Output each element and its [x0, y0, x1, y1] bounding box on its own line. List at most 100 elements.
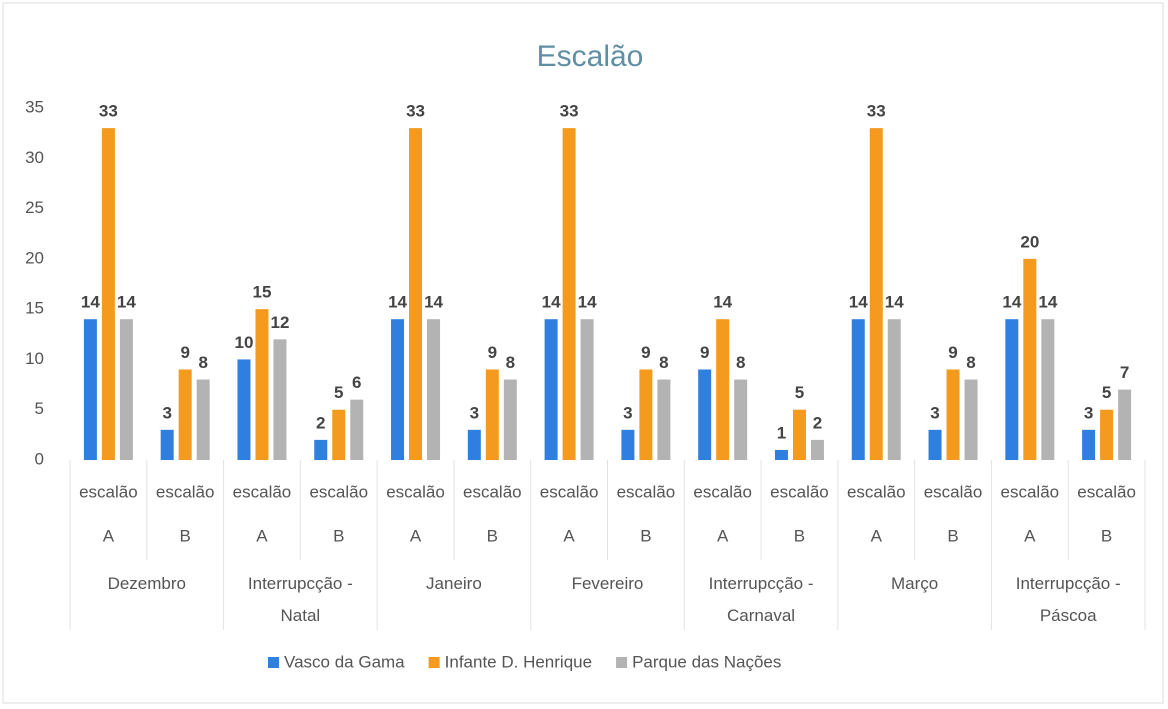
x-tick-label: A	[410, 526, 422, 545]
bar	[196, 379, 210, 460]
data-label: 10	[235, 333, 254, 352]
data-label: 20	[1020, 232, 1039, 251]
x-tick-label: B	[180, 526, 191, 545]
data-label: 9	[641, 343, 650, 362]
y-tick-label: 0	[35, 449, 44, 468]
bar	[503, 379, 517, 460]
data-label: 33	[99, 102, 118, 121]
data-label: 14	[424, 293, 443, 312]
bar	[350, 399, 364, 460]
legend-label: Parque das Nações	[632, 652, 781, 671]
x-tick-label: B	[487, 526, 498, 545]
bar	[1041, 319, 1055, 460]
x-tick-label: A	[256, 526, 268, 545]
x-tick-label: B	[794, 526, 805, 545]
x-tick-label: B	[947, 526, 958, 545]
data-label: 14	[1002, 293, 1021, 312]
data-label: 3	[623, 403, 632, 422]
x-tick-label: escalão	[463, 482, 522, 501]
data-label: 15	[253, 283, 272, 302]
data-label: 3	[162, 403, 171, 422]
bar	[160, 429, 174, 460]
bar	[273, 339, 287, 460]
bar	[887, 319, 901, 460]
x-tick-label: escalão	[1077, 482, 1136, 501]
x-tick-label: escalão	[770, 482, 829, 501]
bar	[467, 429, 481, 460]
x-tick-label: A	[871, 526, 883, 545]
bar	[698, 369, 712, 460]
data-label: 8	[659, 353, 668, 372]
group-label: Interrupcção - Natal	[247, 574, 353, 625]
data-label: 12	[271, 313, 290, 332]
group-label: Janeiro	[426, 574, 482, 593]
bar	[1082, 429, 1096, 460]
data-label: 33	[560, 102, 579, 121]
x-tick-label: escalão	[1001, 482, 1060, 501]
group-label: Dezembro	[107, 574, 186, 593]
bar	[657, 379, 671, 460]
y-tick-label: 30	[25, 148, 44, 167]
data-label: 9	[488, 343, 497, 362]
bar	[119, 319, 133, 460]
data-label: 14	[117, 293, 136, 312]
data-label: 9	[700, 343, 709, 362]
data-label: 14	[849, 293, 868, 312]
x-tick-label: escalão	[617, 482, 676, 501]
bar	[774, 449, 788, 460]
data-label: 14	[1038, 293, 1057, 312]
bar	[332, 409, 346, 460]
bar	[621, 429, 635, 460]
x-tick-label: A	[717, 526, 729, 545]
data-label: 3	[930, 403, 939, 422]
bar	[946, 369, 960, 460]
data-label: 33	[406, 102, 425, 121]
group-label: Interrupcção - Carnaval	[708, 574, 814, 625]
bar	[810, 439, 824, 460]
bar	[964, 379, 978, 460]
x-tick-label: escalão	[156, 482, 215, 501]
data-label: 8	[966, 353, 975, 372]
y-tick-label: 15	[25, 299, 44, 318]
data-label: 14	[388, 293, 407, 312]
bar	[101, 128, 115, 460]
data-label: 14	[713, 293, 732, 312]
bar	[409, 128, 423, 460]
y-tick-label: 35	[25, 97, 44, 116]
group-label: Fevereiro	[571, 574, 644, 593]
data-label: 8	[506, 353, 515, 372]
bar	[580, 319, 594, 460]
data-label: 14	[578, 293, 597, 312]
x-tick-label: A	[1024, 526, 1036, 545]
data-label: 14	[885, 293, 904, 312]
x-tick-label: escalão	[693, 482, 752, 501]
y-tick-label: 25	[25, 198, 44, 217]
y-tick-label: 10	[25, 349, 44, 368]
x-tick-label: escalão	[540, 482, 599, 501]
legend-label: Vasco da Gama	[284, 652, 405, 671]
bar	[237, 359, 251, 460]
bar	[391, 319, 405, 460]
bar	[178, 369, 192, 460]
x-tick-label: escalão	[924, 482, 983, 501]
data-label: 33	[867, 102, 886, 121]
bar	[851, 319, 865, 460]
x-tick-label: A	[563, 526, 575, 545]
x-tick-label: escalão	[309, 482, 368, 501]
bar	[427, 319, 441, 460]
data-label: 8	[198, 353, 207, 372]
bar	[869, 128, 883, 460]
data-label: 14	[81, 293, 100, 312]
x-tick-label: escalão	[233, 482, 292, 501]
bar	[83, 319, 97, 460]
bar	[314, 439, 328, 460]
data-label: 5	[1102, 383, 1111, 402]
bar	[1023, 258, 1037, 460]
bar	[485, 369, 499, 460]
x-tick-label: escalão	[386, 482, 445, 501]
data-label: 6	[352, 373, 361, 392]
data-label: 9	[180, 343, 189, 362]
bar	[792, 409, 806, 460]
